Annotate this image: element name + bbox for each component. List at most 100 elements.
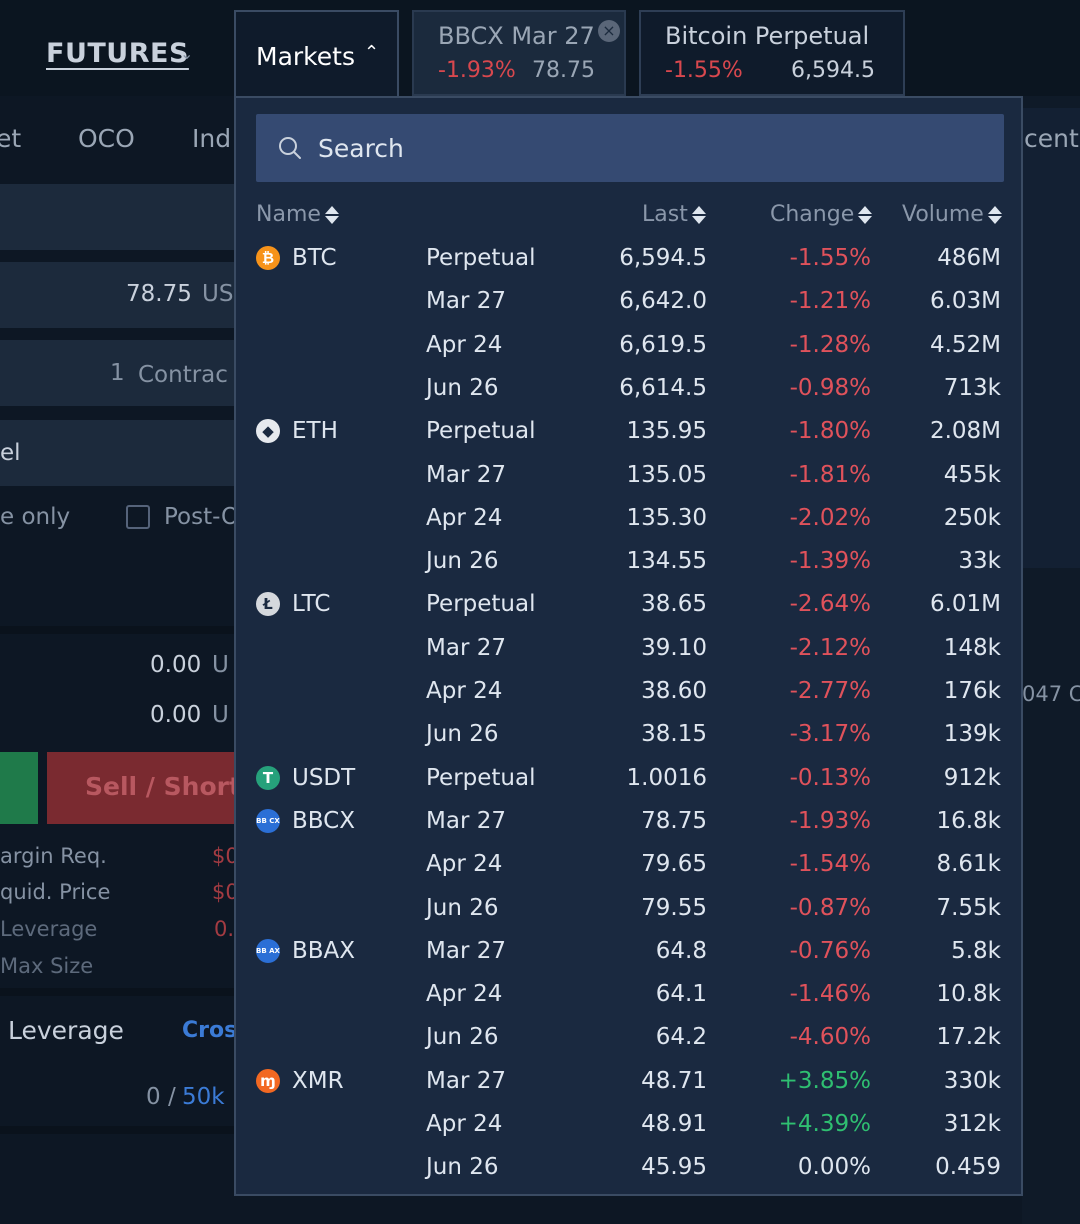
quantity-field[interactable] [0, 340, 240, 406]
column-header-change[interactable]: Change [770, 202, 873, 227]
tab-bbcx-mar-27[interactable]: BBCX Mar 27 -1.93% 78.75 × [412, 10, 626, 96]
last-price: 79.55 [641, 894, 707, 921]
contract-name: Apr 24 [426, 851, 503, 878]
recent-trades-label[interactable]: cent [1024, 124, 1079, 153]
change-percent: +3.85% [778, 1067, 871, 1094]
buy-long-button[interactable] [0, 752, 38, 824]
tab-index[interactable]: Ind [192, 124, 232, 153]
bitcoin-icon: ₿ [256, 246, 280, 270]
cross-toggle[interactable]: Cros [182, 1018, 238, 1043]
volume-value: 0.459 [935, 1154, 1001, 1181]
table-row[interactable]: Jun 26 38.15 -3.17% 139k [236, 717, 1021, 760]
close-icon[interactable]: × [598, 20, 620, 42]
table-row[interactable]: BB CX BBCX Mar 27 78.75 -1.93% 16.8k [236, 804, 1021, 847]
change-percent: -1.46% [789, 981, 871, 1008]
table-row[interactable]: Apr 24 48.91 +4.39% 312k [236, 1107, 1021, 1150]
table-row[interactable]: Apr 24 79.65 -1.54% 8.61k [236, 847, 1021, 890]
markets-label: Markets [256, 42, 355, 71]
column-header-volume[interactable]: Volume [902, 202, 1002, 227]
last-price: 1.0016 [626, 764, 707, 791]
table-row[interactable]: Ł LTC Perpetual 38.65 -2.64% 6.01M [236, 587, 1021, 630]
table-row[interactable]: Apr 24 64.1 -1.46% 10.8k [236, 977, 1021, 1020]
search-input[interactable] [318, 128, 978, 168]
contract-name: Perpetual [426, 245, 536, 271]
column-header-last[interactable]: Last [642, 202, 706, 227]
max-size-label: Max Size [0, 954, 94, 978]
table-row[interactable]: Jun 26 134.55 -1.39% 33k [236, 544, 1021, 587]
search-box[interactable] [256, 114, 1004, 182]
table-row[interactable]: Mar 27 135.05 -1.81% 455k [236, 458, 1021, 501]
tab-bitcoin-perpetual[interactable]: Bitcoin Perpetual -1.55% 6,594.5 [639, 10, 905, 96]
table-row[interactable]: Apr 24 6,619.5 -1.28% 4.52M [236, 328, 1021, 371]
table-row[interactable]: ɱ XMR Mar 27 48.71 +3.85% 330k [236, 1064, 1021, 1107]
divider [0, 1126, 240, 1134]
tab-title: Bitcoin Perpetual [665, 22, 870, 50]
volume-value: 6.03M [929, 288, 1001, 315]
last-price: 38.60 [641, 678, 707, 704]
leverage-value: 0. [214, 917, 235, 941]
table-row[interactable]: Jun 26 45.95 0.00% 0.459 [236, 1150, 1021, 1193]
post-only-checkbox[interactable] [126, 505, 150, 529]
last-price: 48.91 [641, 1111, 707, 1137]
contract-name: Apr 24 [426, 1111, 503, 1137]
tab-market[interactable]: et [0, 124, 22, 153]
last-price: 38.15 [641, 721, 707, 748]
risk-limit-used: 0 [146, 1084, 161, 1110]
markets-button[interactable]: Markets ⌃ [234, 10, 399, 98]
volume-value: 148k [943, 634, 1001, 661]
change-percent: -2.12% [789, 634, 871, 661]
price-field[interactable] [0, 262, 240, 328]
table-row[interactable]: ₿ BTC Perpetual 6,594.5 -1.55% 486M [236, 241, 1021, 284]
order-select[interactable] [0, 420, 240, 486]
tab-oco[interactable]: OCO [78, 124, 135, 153]
recent-trades-panel [1022, 108, 1080, 568]
value-unit: U [212, 702, 229, 728]
column-header-name[interactable]: Name [256, 202, 339, 227]
contract-name: Mar 27 [426, 461, 506, 488]
table-row[interactable]: Apr 24 38.60 -2.77% 176k [236, 674, 1021, 717]
sort-icon [858, 205, 873, 225]
last-price: 78.75 [641, 807, 707, 834]
last-price: 135.95 [626, 418, 707, 445]
last-price: 39.10 [641, 634, 707, 661]
contract-name: Jun 26 [426, 374, 499, 401]
table-row[interactable]: Jun 26 64.2 -4.60% 17.2k [236, 1020, 1021, 1063]
risk-limit-max[interactable]: 50k [182, 1084, 225, 1110]
volume-value: 16.8k [936, 807, 1001, 834]
change-percent: -0.87% [789, 894, 871, 921]
last-price: 38.65 [641, 591, 707, 618]
chevron-up-icon: ⌃ [364, 42, 380, 63]
divider [0, 626, 240, 634]
contract-name: Apr 24 [426, 504, 503, 531]
table-row[interactable]: Jun 26 6,614.5 -0.98% 713k [236, 371, 1021, 414]
table-row[interactable]: Apr 24 135.30 -2.02% 250k [236, 501, 1021, 544]
change-percent: -0.76% [789, 937, 871, 964]
risk-limit-sep: / [168, 1084, 176, 1110]
column-name-label: Name [256, 202, 321, 227]
column-last-label: Last [642, 202, 688, 227]
contract-name: Perpetual [426, 764, 536, 791]
value-value: 0.00 [150, 702, 202, 728]
change-percent: +4.39% [778, 1111, 871, 1137]
contract-name: Mar 27 [426, 634, 506, 661]
coin-name: LTC [292, 591, 331, 618]
tab-title: BBCX Mar 27 [438, 22, 595, 50]
table-row[interactable]: T USDT Perpetual 1.0016 -0.13% 912k [236, 761, 1021, 804]
search-icon [279, 137, 301, 159]
column-volume-label: Volume [902, 202, 984, 227]
table-row[interactable]: Jun 26 79.55 -0.87% 7.55k [236, 891, 1021, 934]
table-row[interactable]: ◆ ETH Perpetual 135.95 -1.80% 2.08M [236, 414, 1021, 457]
sell-short-button[interactable]: Sell / Short [47, 752, 247, 824]
order-field[interactable] [0, 184, 240, 250]
cost-value: 0.00 [150, 652, 202, 678]
table-row[interactable]: Mar 27 39.10 -2.12% 148k [236, 631, 1021, 674]
post-only-label: Post-O [164, 504, 240, 530]
volume-value: 176k [943, 678, 1001, 704]
change-percent: 0.00% [797, 1154, 871, 1181]
last-price: 64.8 [655, 937, 707, 964]
last-price: 45.95 [641, 1154, 707, 1181]
table-row[interactable]: Mar 27 6,642.0 -1.21% 6.03M [236, 284, 1021, 327]
table-row[interactable]: BB AX BBAX Mar 27 64.8 -0.76% 5.8k [236, 934, 1021, 977]
futures-menu[interactable]: FUTURES [46, 38, 189, 69]
chevron-down-icon[interactable]: ⌄ [180, 44, 194, 63]
